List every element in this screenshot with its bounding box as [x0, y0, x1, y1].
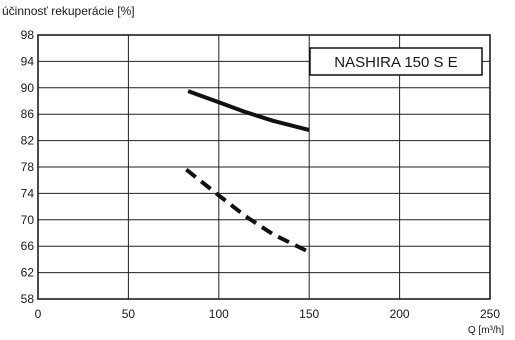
y-axis-ticks: 58 62 66 70 74 78 82 86 90 94 98	[21, 28, 35, 306]
legend-frame	[309, 47, 483, 76]
y-tick-label-90: 90	[21, 81, 35, 95]
series-line-dashed	[185, 168, 311, 254]
series-group	[185, 89, 311, 254]
x-tick-label-250: 250	[480, 307, 500, 321]
y-axis-label: účinnosť rekuperácie [%]	[2, 4, 135, 18]
y-tick-label-78: 78	[21, 160, 35, 174]
x-tick-label-100: 100	[209, 307, 229, 321]
y-tick-label-82: 82	[21, 134, 35, 148]
x-tick-label-200: 200	[390, 307, 410, 321]
y-tick-label-58: 58	[21, 292, 35, 306]
y-tick-label-62: 62	[21, 266, 35, 280]
y-tick-label-70: 70	[21, 213, 35, 227]
y-tick-label-74: 74	[21, 186, 35, 200]
y-tick-label-94: 94	[21, 54, 35, 68]
plot-frame	[37, 34, 491, 300]
x-tick-label-50: 50	[122, 307, 136, 321]
x-axis-label: Q [m³/h]	[468, 325, 504, 336]
x-axis-ticks: 0 50 100 150 200 250	[35, 307, 501, 321]
legend-box: NASHIRA 150 S E	[309, 47, 483, 76]
y-tick-label-86: 86	[21, 107, 35, 121]
x-tick-label-0: 0	[35, 307, 42, 321]
y-tick-label-98: 98	[21, 28, 35, 42]
plot-area-border	[37, 34, 491, 300]
legend-label: NASHIRA 150 S E	[334, 54, 457, 71]
y-tick-label-66: 66	[21, 239, 35, 253]
x-tick-label-150: 150	[299, 307, 319, 321]
series-line-solid	[187, 89, 310, 132]
